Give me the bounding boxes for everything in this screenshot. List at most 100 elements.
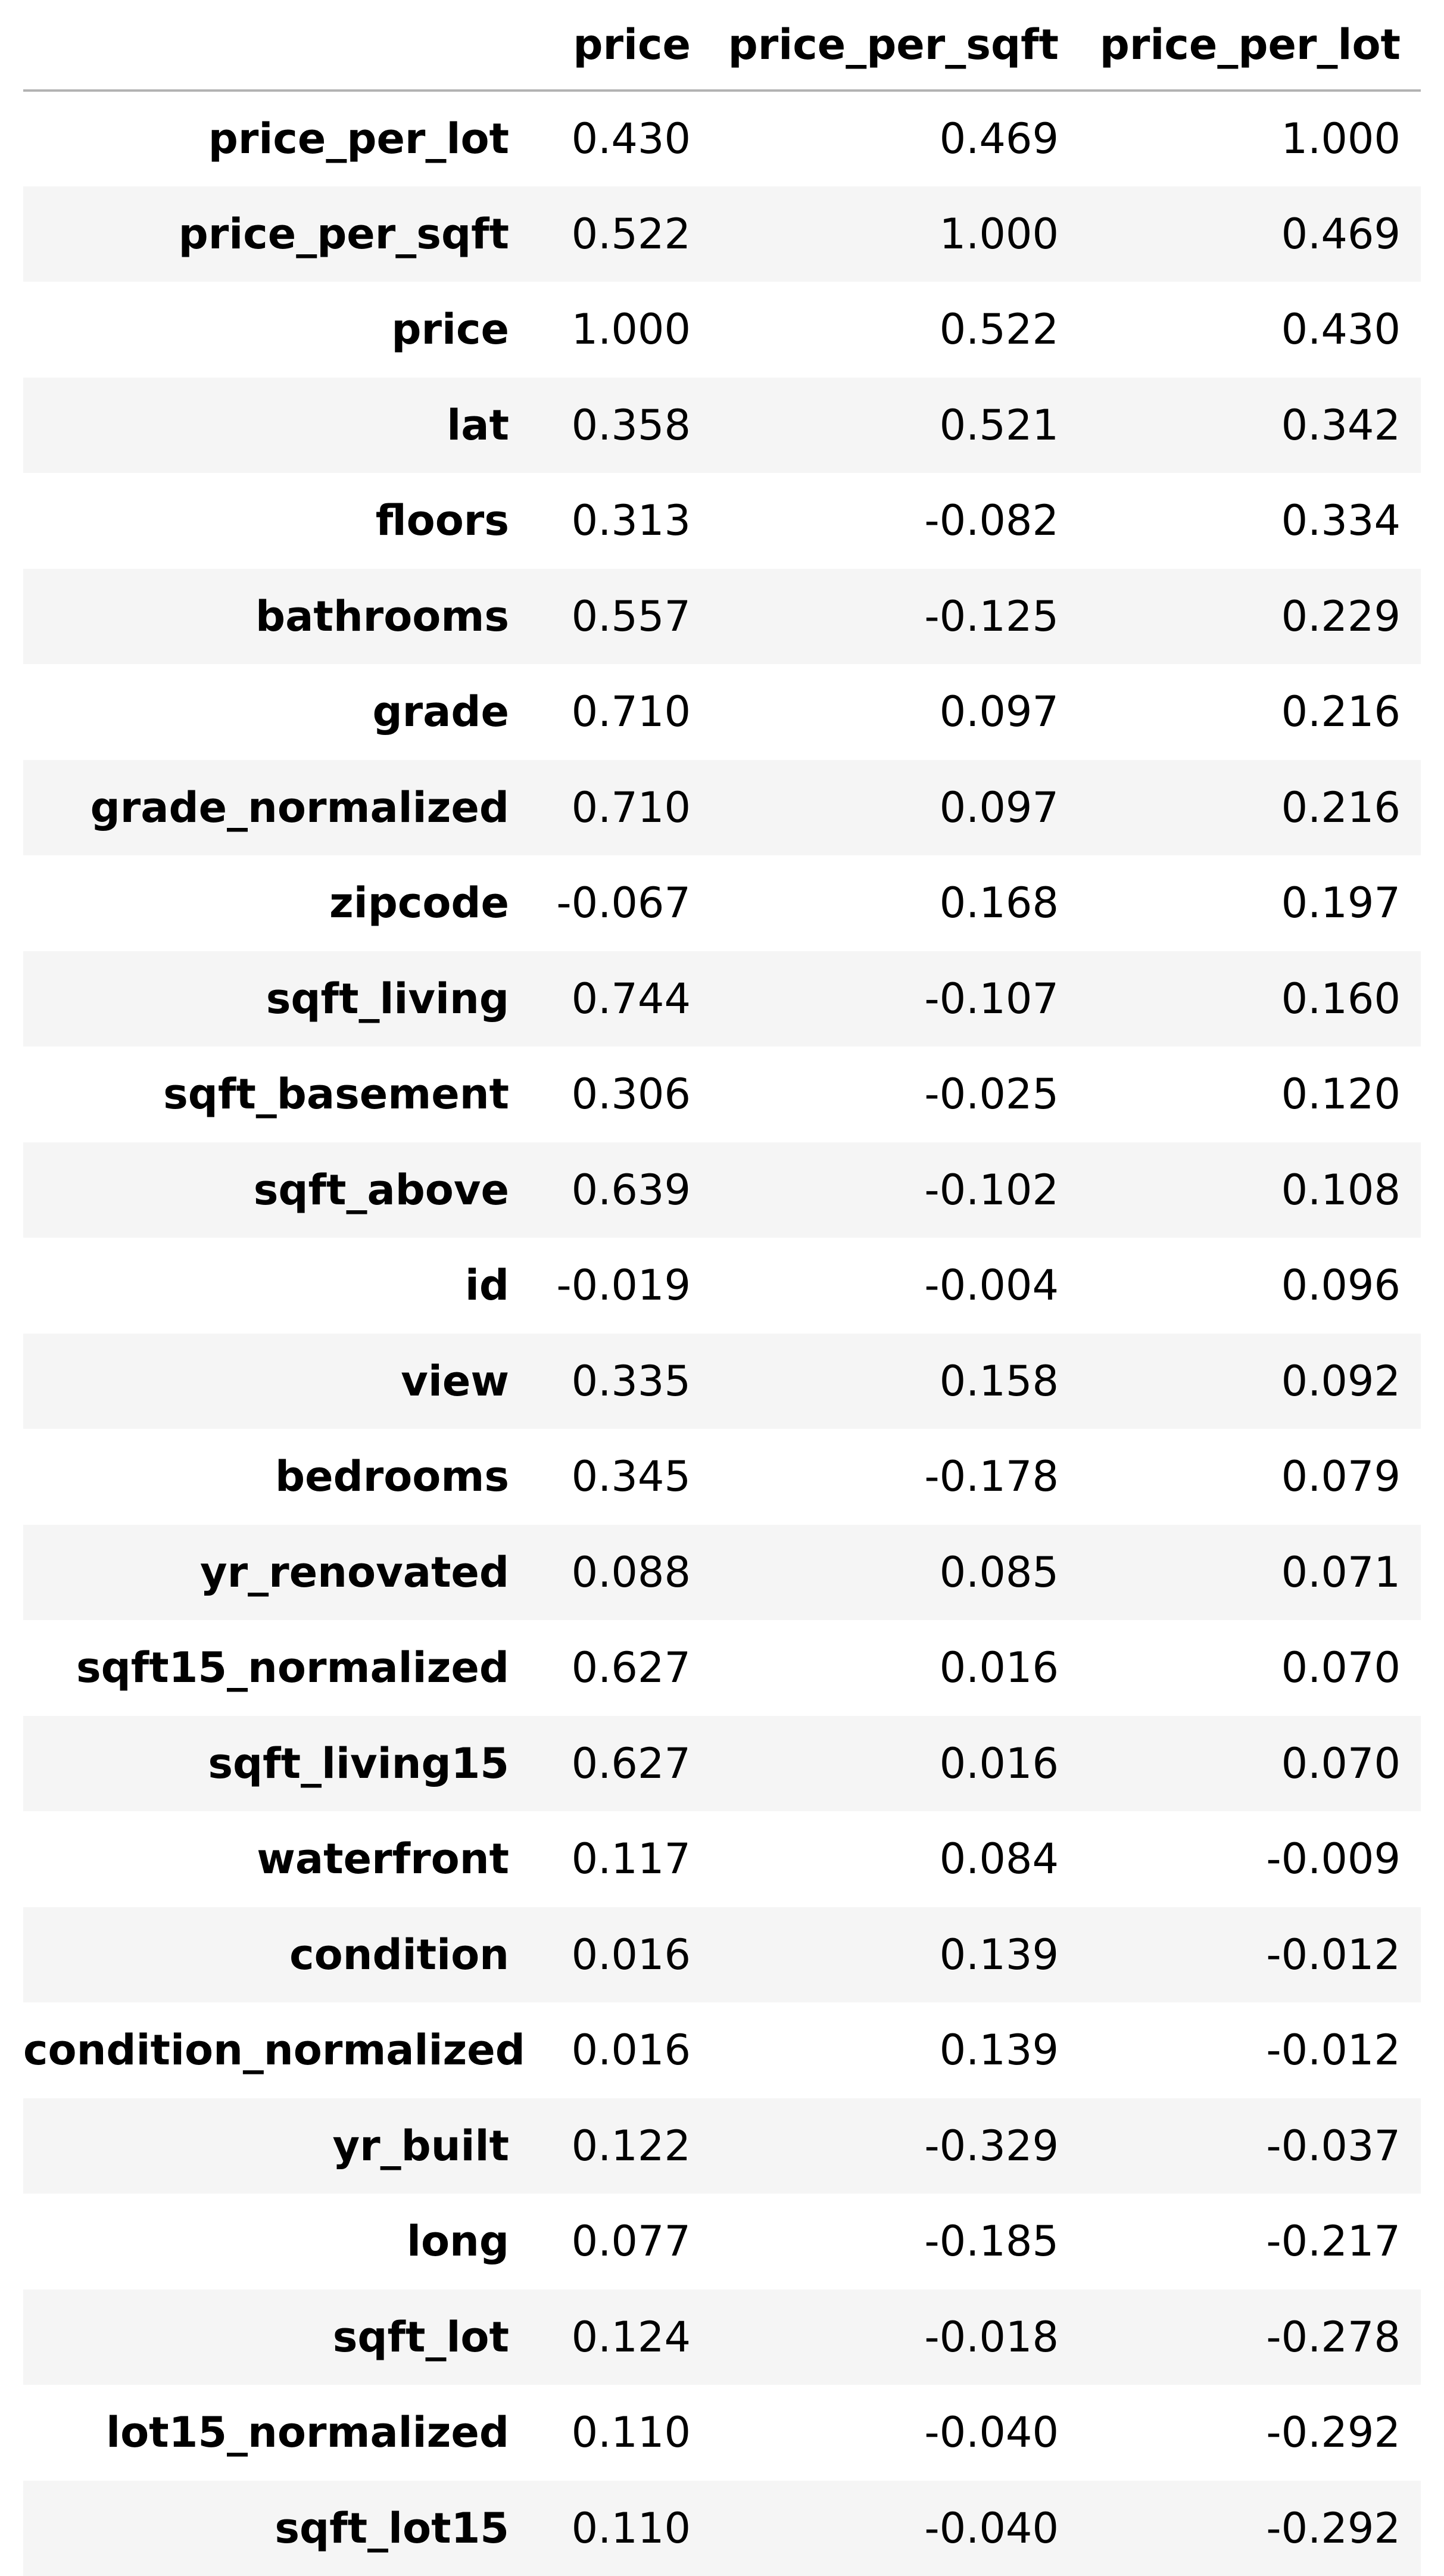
table-header: price price_per_sqft price_per_lot [23, 0, 1421, 91]
header-row: price price_per_sqft price_per_lot [23, 0, 1421, 91]
cell-price-per-sqft: 0.097 [711, 664, 1079, 760]
cell-price: 0.345 [529, 1429, 711, 1525]
cell-price-per-lot: -0.037 [1079, 2098, 1421, 2194]
row-label: lat [23, 378, 529, 474]
index-header [23, 0, 529, 91]
dataframe-output: price price_per_sqft price_per_lot price… [23, 0, 1421, 2576]
cell-price: 0.077 [529, 2194, 711, 2290]
cell-price-per-lot: -0.292 [1079, 2385, 1421, 2481]
cell-price-per-sqft: -0.178 [711, 1429, 1079, 1525]
cell-price-per-sqft: 0.139 [711, 1907, 1079, 2003]
row-label: sqft_living15 [23, 1716, 529, 1812]
cell-price-per-lot: 0.108 [1079, 1142, 1421, 1238]
cell-price: 0.110 [529, 2385, 711, 2481]
cell-price-per-sqft: 0.168 [711, 855, 1079, 951]
cell-price-per-sqft: 0.469 [711, 91, 1079, 186]
cell-price-per-sqft: 0.016 [711, 1620, 1079, 1716]
cell-price-per-lot: 0.071 [1079, 1525, 1421, 1621]
cell-price: 1.000 [529, 282, 711, 378]
row-label: zipcode [23, 855, 529, 951]
cell-price-per-lot: 0.334 [1079, 473, 1421, 569]
cell-price: 0.110 [529, 2481, 711, 2576]
cell-price-per-sqft: -0.185 [711, 2194, 1079, 2290]
row-label: view [23, 1334, 529, 1429]
cell-price-per-lot: -0.012 [1079, 1907, 1421, 2003]
cell-price: 0.088 [529, 1525, 711, 1621]
cell-price-per-lot: 0.216 [1079, 760, 1421, 856]
cell-price-per-lot: 0.342 [1079, 378, 1421, 474]
column-header-price-per-lot: price_per_lot [1079, 0, 1421, 91]
cell-price: -0.019 [529, 1238, 711, 1334]
cell-price: 0.744 [529, 951, 711, 1047]
row-label: sqft_lot [23, 2290, 529, 2385]
cell-price-per-lot: -0.292 [1079, 2481, 1421, 2576]
cell-price-per-lot: -0.012 [1079, 2002, 1421, 2098]
cell-price-per-sqft: 0.158 [711, 1334, 1079, 1429]
cell-price: 0.710 [529, 760, 711, 856]
cell-price-per-sqft: -0.040 [711, 2385, 1079, 2481]
cell-price-per-lot: -0.278 [1079, 2290, 1421, 2385]
row-label: bathrooms [23, 569, 529, 665]
cell-price-per-lot: 0.120 [1079, 1046, 1421, 1142]
cell-price-per-sqft: -0.004 [711, 1238, 1079, 1334]
row-label: sqft_above [23, 1142, 529, 1238]
cell-price-per-lot: 0.229 [1079, 569, 1421, 665]
cell-price-per-lot: 1.000 [1079, 91, 1421, 186]
row-label: id [23, 1238, 529, 1334]
cell-price: 0.430 [529, 91, 711, 186]
cell-price-per-sqft: -0.082 [711, 473, 1079, 569]
cell-price-per-lot: 0.070 [1079, 1620, 1421, 1716]
row-label: floors [23, 473, 529, 569]
cell-price-per-sqft: -0.125 [711, 569, 1079, 665]
row-label: price [23, 282, 529, 378]
cell-price: 0.522 [529, 186, 711, 282]
row-label: price_per_lot [23, 91, 529, 186]
row-label: yr_built [23, 2098, 529, 2194]
row-label: condition [23, 1907, 529, 2003]
cell-price: 0.627 [529, 1716, 711, 1812]
row-label: sqft15_normalized [23, 1620, 529, 1716]
cell-price-per-sqft: -0.025 [711, 1046, 1079, 1142]
row-label: grade_normalized [23, 760, 529, 856]
cell-price: 0.016 [529, 2002, 711, 2098]
cell-price: 0.639 [529, 1142, 711, 1238]
row-label: grade [23, 664, 529, 760]
cell-price: 0.016 [529, 1907, 711, 2003]
cell-price: 0.124 [529, 2290, 711, 2385]
cell-price-per-lot: -0.217 [1079, 2194, 1421, 2290]
cell-price-per-sqft: 0.522 [711, 282, 1079, 378]
row-label: yr_renovated [23, 1525, 529, 1621]
cell-price: 0.335 [529, 1334, 711, 1429]
cell-price-per-lot: 0.070 [1079, 1716, 1421, 1812]
cell-price-per-sqft: -0.329 [711, 2098, 1079, 2194]
cell-price-per-sqft: -0.040 [711, 2481, 1079, 2576]
column-header-price: price [529, 0, 711, 91]
column-header-price-per-sqft: price_per_sqft [711, 0, 1079, 91]
cell-price-per-sqft: 0.521 [711, 378, 1079, 474]
row-label: sqft_basement [23, 1046, 529, 1142]
cell-price-per-sqft: 1.000 [711, 186, 1079, 282]
row-label: sqft_living [23, 951, 529, 1047]
cell-price: -0.067 [529, 855, 711, 951]
